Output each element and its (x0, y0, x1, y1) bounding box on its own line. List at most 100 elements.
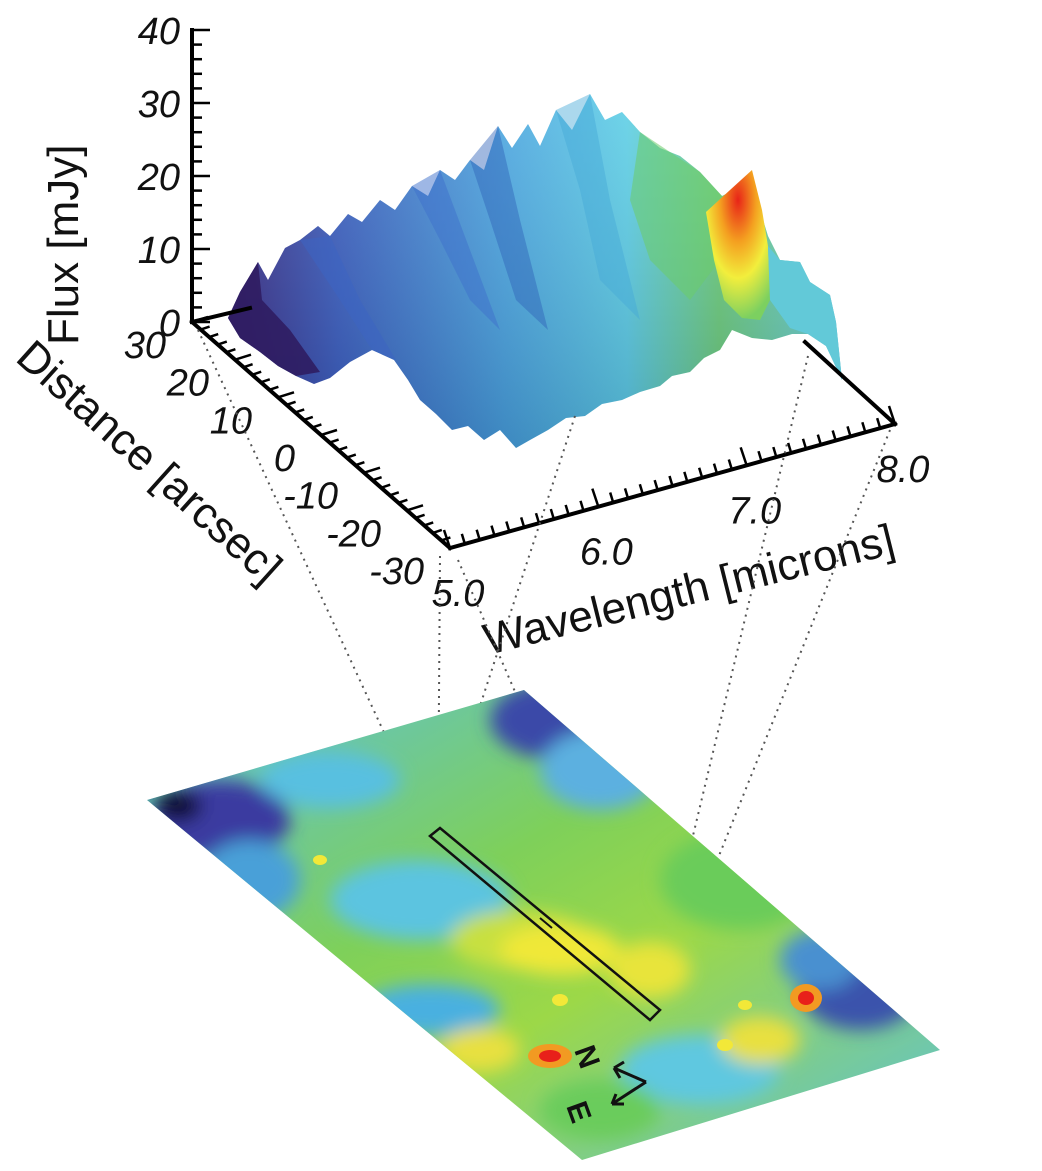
surface-ridge-1 (300, 236, 396, 360)
wavelength-tick-label: 7.0 (728, 490, 781, 532)
compass-north-arrowhead (612, 1060, 625, 1079)
wavelength-minor-tick (757, 450, 763, 462)
guide-right-inner (649, 355, 809, 1016)
distance-minor-tick (380, 483, 391, 489)
wavelength-major-tick (887, 405, 897, 425)
slit-outline (428, 826, 662, 1022)
wavelength-axis-title: Wavelength [microns] (479, 515, 900, 664)
wavelength-minor-tick (519, 516, 526, 528)
wavelength-minor-tick (846, 426, 852, 437)
distance-minor-tick (337, 445, 348, 452)
distance-major-tick (234, 353, 252, 361)
distance-tick-label: 10 (210, 400, 252, 442)
map-bright-spot-3 (313, 855, 327, 865)
surface-ridge-4 (556, 94, 640, 320)
surface-ridge-3 (470, 126, 548, 330)
wavelength-minor-tick (653, 479, 659, 491)
distance-tick-label: -10 (283, 476, 338, 518)
surface-plot (228, 94, 842, 448)
distance-tick-label: 0 (274, 438, 295, 480)
distance-major-tick (320, 428, 338, 437)
distance-tick-label: 30 (124, 325, 166, 367)
compass-north-arrow (613, 1066, 647, 1084)
z-tick-label: 40 (138, 11, 180, 53)
distance-minor-tick (389, 491, 400, 497)
distance-minor-tick (269, 385, 279, 391)
wavelength-minor-tick (608, 492, 615, 503)
compass-east-arrowhead (610, 1093, 624, 1106)
distance-major-tick (191, 315, 209, 324)
z-tick-label: 30 (138, 84, 180, 126)
wavelength-tick-label: 8.0 (877, 449, 930, 491)
wavelength-minor-tick (490, 525, 496, 536)
distance-minor-tick (432, 528, 443, 535)
wavelength-minor-tick (816, 434, 823, 446)
distance-minor-tick (217, 340, 228, 346)
distance-major-tick (363, 466, 381, 474)
wavelength-minor-tick (786, 442, 793, 454)
surface-right-tail (768, 246, 842, 380)
wavelength-minor-tick (772, 446, 778, 458)
distance-minor-tick (355, 460, 365, 467)
distance-minor-tick (226, 347, 236, 354)
wavelength-minor-tick (549, 508, 556, 520)
distance-minor-tick (312, 423, 322, 429)
distance-tick-label: -30 (369, 551, 424, 593)
slit-center-mark (539, 917, 553, 929)
z-tick-label: 20 (137, 157, 180, 199)
surface-peak (706, 170, 770, 320)
distance-tick-label: -20 (326, 513, 381, 555)
wavelength-minor-tick (712, 463, 719, 474)
right-base-line (802, 339, 898, 427)
wavelength-minor-tick (623, 488, 630, 499)
wavelength-minor-tick (579, 500, 585, 512)
distance-major-tick (406, 504, 424, 512)
distance-minor-tick (329, 438, 339, 444)
wavelength-minor-tick (564, 504, 570, 516)
distance-tick-label: 20 (166, 363, 209, 405)
wavelength-minor-tick (831, 430, 837, 441)
surface-dark-corner (228, 262, 320, 376)
distance-minor-tick (208, 332, 219, 339)
distance-minor-tick (398, 498, 408, 504)
map-hotspots (313, 855, 822, 1068)
z-axis-ticks: 0 10 20 30 40 (137, 11, 210, 345)
wavelength-minor-tick (460, 533, 467, 545)
wavelength-minor-tick (534, 512, 541, 524)
distance-minor-tick (346, 453, 357, 459)
map-hotspot-1-core (539, 1050, 561, 1062)
surface-green-band (630, 132, 722, 300)
distance-minor-tick (372, 476, 382, 482)
wavelength-minor-tick (668, 475, 674, 487)
surface-ridge-2 (412, 170, 500, 330)
wavelength-minor-tick (861, 421, 867, 433)
wavelength-tick-label: 6.0 (580, 532, 633, 574)
z-axis-title: Flux [mJy] (39, 145, 88, 345)
wavelength-major-tick (591, 488, 600, 508)
distance-minor-tick (243, 363, 253, 369)
map-bright-spot-2 (717, 1039, 733, 1051)
distance-minor-tick (294, 408, 305, 414)
wavelength-minor-tick (697, 467, 704, 479)
wavelength-major-tick (739, 446, 748, 466)
z-tick-label: 0 (159, 303, 180, 345)
distance-minor-tick (251, 370, 262, 376)
distance-minor-tick (303, 415, 314, 422)
distance-minor-tick (260, 378, 271, 384)
map-bright-spot-1 (552, 994, 568, 1006)
slit-image-map: N E (147, 690, 940, 1160)
distance-major-tick (449, 541, 467, 550)
wavelength-minor-tick (875, 417, 882, 429)
guide-left-outer (197, 329, 431, 833)
wavelength-minor-tick (801, 438, 808, 450)
z-tick-label: 10 (138, 230, 180, 272)
wavelength-minor-tick (727, 459, 734, 470)
compass-east-arrow (611, 1080, 647, 1106)
wavelength-minor-tick (475, 529, 481, 541)
map-hotspot-2-core (798, 991, 814, 1005)
distance-minor-tick (415, 513, 425, 520)
